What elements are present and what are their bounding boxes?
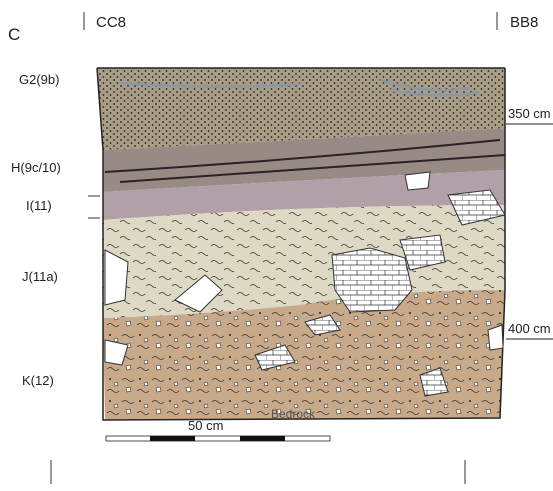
- panel-letter: C: [8, 25, 20, 44]
- section-drawing: C CC8 BB8 G2(9b) H(9c/10) I(11) J(11a) K…: [0, 0, 553, 491]
- depth-label: 400 cm: [508, 321, 551, 336]
- base-label: Bedrock: [271, 407, 316, 421]
- scale-bar: [106, 436, 330, 441]
- layers: [97, 68, 505, 420]
- stone: [488, 325, 503, 350]
- section-label: BB8: [510, 14, 538, 31]
- layer-label: J(11a): [22, 269, 58, 284]
- depth-label: 350 cm: [508, 106, 551, 121]
- layer-label: G2(9b): [19, 72, 59, 87]
- layer-label: K(12): [22, 373, 54, 388]
- section-label: CC8: [96, 14, 126, 31]
- stone: [405, 172, 430, 190]
- layer-label: H(9c/10): [11, 160, 61, 175]
- layer-label: I(11): [26, 198, 52, 213]
- scale-label: 50 cm: [188, 418, 223, 433]
- stone-large: [332, 248, 412, 312]
